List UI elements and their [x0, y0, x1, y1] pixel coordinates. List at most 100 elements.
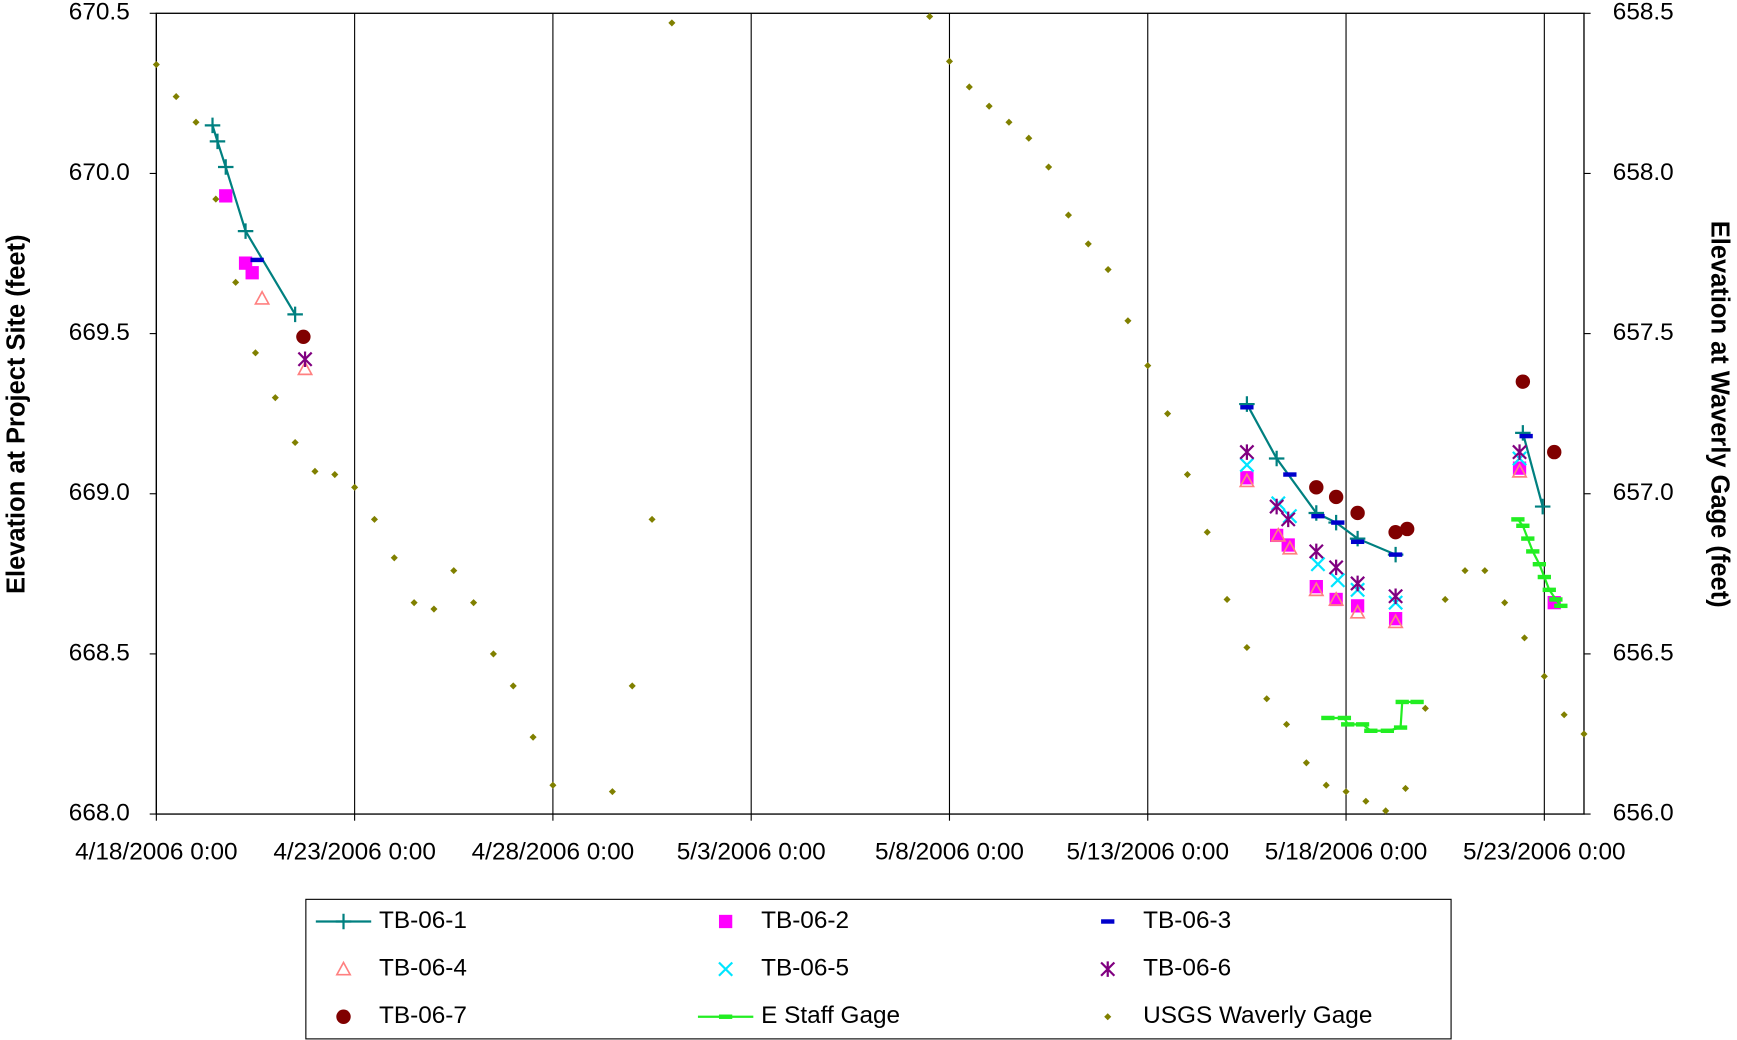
marker — [549, 781, 557, 789]
y2-tick-label: 657.0 — [1613, 479, 1674, 506]
marker — [529, 733, 537, 741]
marker — [1349, 603, 1366, 619]
x-tick-label: 5/3/2006 0:00 — [677, 838, 826, 865]
x-tick-label: 4/23/2006 0:00 — [273, 838, 436, 865]
marker — [217, 159, 234, 175]
marker — [1519, 433, 1533, 439]
marker — [1101, 919, 1115, 924]
marker — [1328, 591, 1345, 606]
marker — [985, 102, 993, 110]
marker — [209, 133, 226, 150]
legend-label: TB-06-5 — [761, 955, 849, 982]
y-tick-label: 669.0 — [69, 479, 130, 506]
marker — [1387, 613, 1404, 629]
marker — [1341, 722, 1355, 727]
marker — [1311, 513, 1325, 519]
marker — [245, 266, 259, 280]
y-tick-label: 670.5 — [69, 0, 130, 26]
marker — [254, 289, 271, 305]
y2-tick-label: 656.0 — [1613, 799, 1674, 826]
marker — [237, 223, 254, 239]
marker — [1399, 521, 1415, 537]
marker — [1410, 699, 1424, 705]
x-tick-label: 5/18/2006 0:00 — [1265, 838, 1428, 865]
marker — [1104, 265, 1112, 274]
marker — [1461, 567, 1469, 575]
x-tick-label: 5/13/2006 0:00 — [1066, 838, 1229, 865]
marker — [1330, 572, 1346, 588]
marker — [1337, 715, 1352, 721]
marker — [1329, 592, 1343, 607]
y2-tick-label: 658.0 — [1613, 159, 1674, 186]
marker — [251, 349, 260, 357]
legend-label: E Staff Gage — [761, 1002, 900, 1029]
marker — [1283, 472, 1297, 477]
marker — [1560, 711, 1568, 719]
marker — [1045, 163, 1053, 171]
marker — [331, 470, 339, 479]
marker — [1350, 505, 1365, 521]
marker — [297, 360, 314, 376]
marker — [335, 960, 352, 976]
x-tick-label: 4/28/2006 0:00 — [472, 838, 635, 865]
marker — [1243, 643, 1251, 652]
y2-tick-label: 658.5 — [1613, 0, 1674, 26]
marker — [1310, 556, 1326, 572]
marker — [1401, 784, 1410, 792]
marker — [945, 57, 954, 65]
x-tick-label: 5/8/2006 0:00 — [875, 838, 1024, 865]
marker — [1388, 524, 1403, 540]
marker — [1537, 574, 1551, 580]
marker — [287, 306, 303, 323]
legend-label: TB-06-7 — [379, 1002, 467, 1029]
marker — [450, 567, 458, 575]
marker — [608, 788, 616, 796]
marker — [336, 1009, 351, 1024]
marker — [1520, 634, 1529, 642]
marker — [1281, 539, 1298, 555]
marker — [1342, 788, 1350, 796]
legend-label: USGS Waverly Gage — [1143, 1002, 1372, 1029]
marker — [1104, 1013, 1112, 1021]
marker — [1526, 549, 1540, 554]
marker — [296, 329, 311, 344]
marker — [1328, 489, 1344, 505]
marker — [1183, 470, 1191, 479]
marker — [1388, 588, 1404, 605]
marker — [1331, 520, 1345, 525]
marker — [1355, 722, 1370, 727]
marker — [1308, 543, 1324, 560]
y-tick-label: 670.0 — [69, 159, 130, 186]
legend-label: TB-06-4 — [379, 955, 467, 982]
legend-label: TB-06-6 — [1143, 955, 1231, 982]
marker — [1223, 595, 1231, 603]
marker — [718, 961, 734, 977]
marker — [1164, 410, 1172, 418]
marker — [1549, 597, 1563, 602]
marker — [718, 1014, 733, 1019]
marker — [1388, 552, 1403, 557]
marker — [370, 515, 378, 523]
marker — [1395, 699, 1409, 705]
marker — [1269, 498, 1285, 515]
y-axis-title: Elevation at Project Site (feet) — [3, 234, 31, 594]
marker — [335, 913, 352, 930]
marker — [1328, 559, 1344, 576]
marker — [1239, 457, 1255, 473]
y2-tick-label: 657.5 — [1613, 319, 1674, 346]
marker — [965, 83, 973, 91]
legend-box — [305, 898, 1452, 1040]
legend-label: TB-06-1 — [379, 907, 467, 934]
marker — [1421, 704, 1429, 712]
marker — [1268, 450, 1285, 467]
marker — [1441, 595, 1449, 603]
marker — [219, 189, 233, 203]
marker — [1364, 728, 1378, 733]
marker — [204, 117, 221, 134]
marker — [1321, 715, 1335, 721]
y2-tick-label: 656.5 — [1613, 639, 1674, 666]
marker — [1308, 581, 1325, 597]
y-tick-label: 668.5 — [69, 639, 130, 666]
